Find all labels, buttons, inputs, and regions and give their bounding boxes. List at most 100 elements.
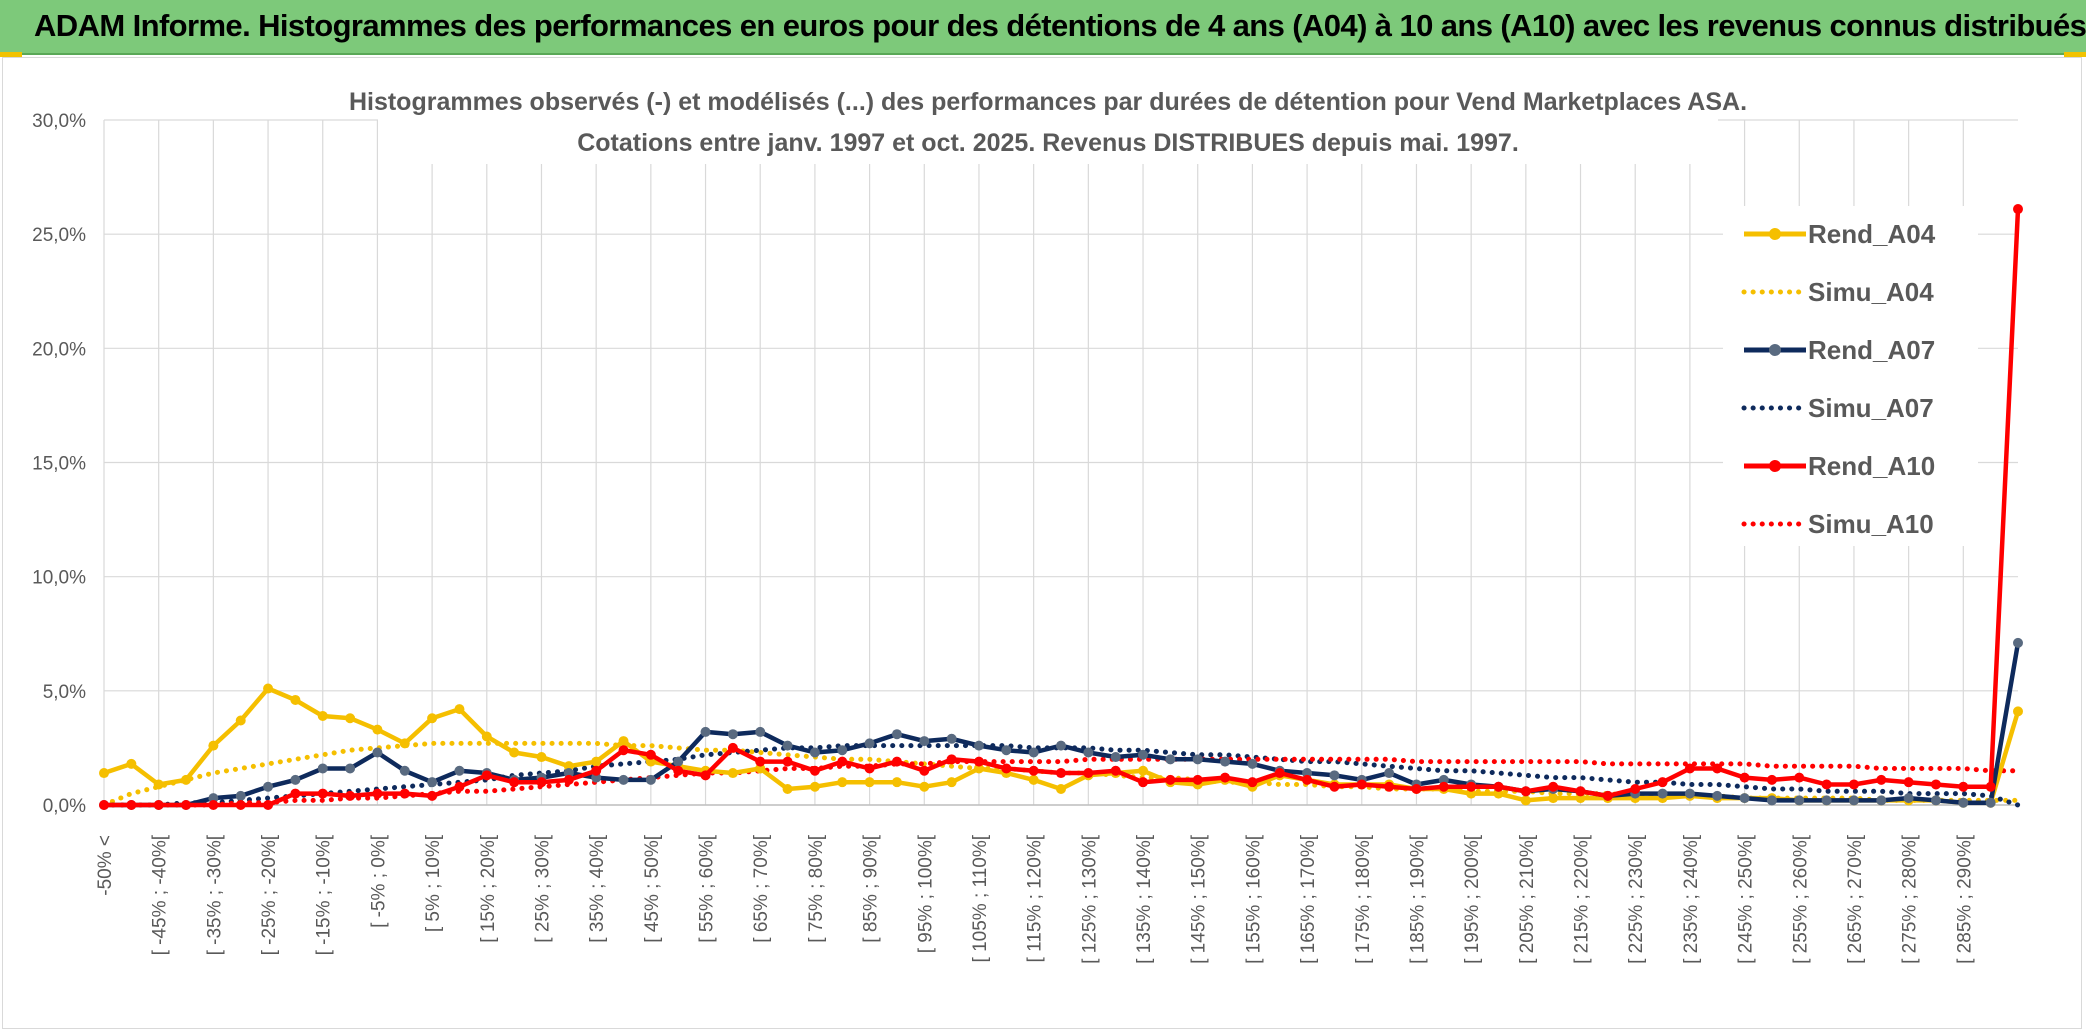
data-point-rend-a04 [591,756,602,767]
series-line-simu-a07 [101,743,2021,808]
data-point-rend-a10 [481,770,492,781]
data-point-rend-a10 [782,756,793,767]
x-tick-label: [ 285% ; 290%[ [1954,834,1975,964]
data-point-rend-a07 [809,747,820,758]
data-point-rend-a07 [1110,752,1121,763]
data-point-rend-a10 [700,770,711,781]
x-tick-label: [ 125% ; 130%[ [1079,834,1100,964]
data-point-rend-a10 [1001,763,1012,774]
data-point-rend-a04 [891,777,902,788]
data-point-rend-a04 [618,736,629,747]
data-point-rend-a10 [1247,777,1258,788]
data-point-rend-a10 [536,777,547,788]
data-point-rend-a10 [563,774,574,785]
data-point-rend-a07 [427,777,438,788]
x-tick-label: [ 255% ; 260%[ [1790,834,1811,964]
title-background [378,82,1718,164]
data-point-rend-a04 [973,763,984,774]
x-tick-label: -50% < [95,835,116,896]
data-point-rend-a10 [1985,781,1996,792]
x-tick-label: [ 185% ; 190%[ [1407,834,1428,964]
data-point-rend-a10 [1220,772,1231,783]
data-point-rend-a04 [126,758,137,769]
data-point-rend-a10 [1548,781,1559,792]
chart-title: Histogrammes observés (-) et modélisés (… [349,88,1747,116]
x-tick-label: [ 75% ; 80%[ [806,834,827,942]
data-point-rend-a07 [645,774,656,785]
x-tick-label: [ -45% ; -40%[ [150,834,171,955]
data-point-rend-a07 [208,793,219,804]
legend-label-simu-a04: Simu_A04 [1808,277,1934,307]
data-point-rend-a07 [891,729,902,740]
x-tick-label: [ 235% ; 240%[ [1681,834,1702,964]
x-tick-label: [ 35% ; 40%[ [587,834,608,942]
data-point-rend-a10 [1411,784,1422,795]
data-point-rend-a07 [2013,637,2023,648]
data-point-rend-a07 [1684,788,1695,799]
x-tick-label: [ -35% ; -30%[ [204,834,225,955]
data-point-rend-a10 [891,756,902,767]
y-tick-label: 0,0% [43,796,86,817]
data-point-rend-a07 [1712,790,1723,801]
data-point-rend-a10 [509,777,520,788]
data-point-rend-a04 [1056,784,1066,795]
data-point-rend-a07 [263,781,274,792]
y-axis-ticks: 0,0% 5,0% 10,0% 15,0% 20,0% 25,0% 30,0% [32,111,86,817]
data-point-rend-a07 [1930,795,1941,806]
data-point-rend-a10 [399,788,410,799]
x-tick-label: [ 145% ; 150%[ [1189,834,1210,964]
data-point-rend-a04 [208,740,219,751]
data-point-rend-a10 [372,788,383,799]
data-point-rend-a07 [563,768,574,779]
x-tick-label: [ 135% ; 140%[ [1134,834,1155,964]
x-tick-label: [ 25% ; 30%[ [532,834,553,942]
data-point-rend-a04 [837,777,848,788]
data-point-rend-a07 [1028,747,1039,758]
data-point-rend-a07 [1657,788,1668,799]
data-point-rend-a07 [235,790,246,801]
data-point-rend-a10 [1739,772,1750,783]
data-point-rend-a07 [1903,793,1914,804]
legend-background [1723,206,1978,546]
data-point-rend-a10 [1575,786,1586,797]
y-tick-label: 20,0% [32,339,86,360]
data-point-rend-a10 [1876,774,1887,785]
x-tick-label: [ 265% ; 270%[ [1845,834,1866,964]
data-point-rend-a04 [1138,765,1149,776]
data-point-rend-a04 [1548,793,1559,804]
data-point-rend-a10 [1848,779,1859,790]
data-point-rend-a04 [864,777,875,788]
data-point-rend-a10 [755,756,766,767]
x-tick-label: [ 195% ; 200%[ [1462,834,1483,964]
data-point-rend-a10 [591,765,602,776]
x-tick-label: [ -15% ; -10%[ [314,834,335,955]
x-tick-label: [ 55% ; 60%[ [697,834,718,942]
data-point-rend-a04 [727,768,738,779]
y-tick-label: 30,0% [32,111,86,132]
data-point-rend-a10 [126,800,137,810]
data-point-rend-a10 [1138,777,1149,788]
data-point-rend-a10 [454,781,465,792]
data-point-rend-a07 [618,774,629,785]
data-point-rend-a04 [263,683,274,694]
data-point-rend-a07 [1220,756,1231,767]
x-tick-label: [ 105% ; 110%[ [970,834,991,962]
data-point-rend-a10 [1602,790,1613,801]
data-point-rend-a10 [919,765,930,776]
x-tick-label: [ 155% ; 160%[ [1243,834,1264,964]
data-point-rend-a04 [1028,774,1039,785]
data-point-rend-a10 [263,800,274,810]
data-point-rend-a10 [345,790,356,801]
legend-label-simu-a07: Simu_A07 [1808,393,1934,423]
data-point-rend-a07 [1876,795,1887,806]
data-point-rend-a10 [673,765,684,776]
data-point-rend-a07 [1001,745,1012,756]
data-point-rend-a10 [290,788,301,799]
data-point-rend-a10 [235,800,246,810]
page-title: ADAM Informe. Histogrammes des performan… [34,8,2086,43]
x-tick-label: [ 65% ; 70%[ [751,834,772,942]
data-point-rend-a07 [1384,768,1395,779]
y-tick-label: 10,0% [32,568,86,589]
data-point-rend-a04 [99,768,109,779]
x-tick-label: [ 225% ; 230%[ [1626,834,1647,964]
